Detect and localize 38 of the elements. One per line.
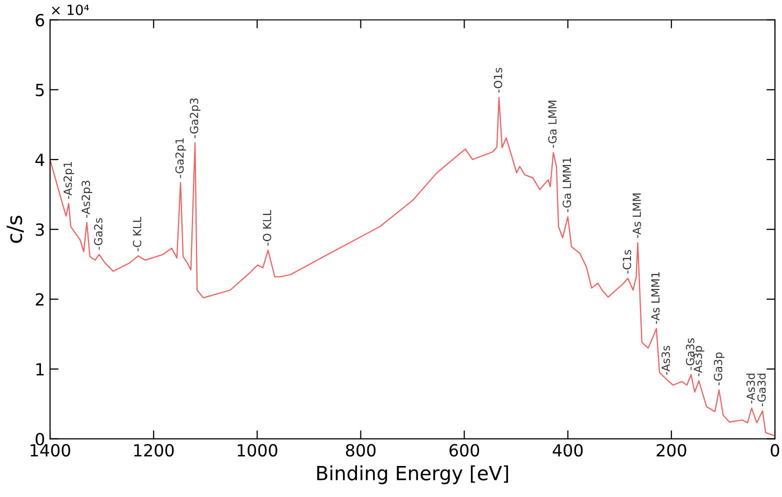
y-tick-label: 4 <box>35 154 44 166</box>
annotation: -As3p <box>694 346 704 376</box>
annotation: -As3s <box>662 346 670 375</box>
annotation: -As LMM <box>632 194 641 238</box>
y-tick-label: 0 <box>36 432 44 446</box>
line-series <box>50 96 774 436</box>
x-axis-title: Binding Energy [eV] <box>317 465 508 484</box>
y-tick-label: 5 <box>36 84 44 96</box>
annotation: -Ga3s <box>686 338 694 370</box>
annotation: -C1s <box>622 250 632 274</box>
x-tick-label: 1400 <box>30 444 70 457</box>
annotation: -Ga2p3 <box>190 98 200 138</box>
annotation: -Ga2p1 <box>175 138 186 178</box>
y-axis-title: c/s <box>6 216 24 243</box>
x-tick-label: 400 <box>552 444 583 457</box>
y-tick-label: 3 <box>36 223 44 236</box>
y-tick-label: 1 <box>36 363 44 376</box>
annotation: -Ga3d <box>757 374 766 406</box>
annotation: -As2p1 <box>64 162 74 199</box>
annotation: -As2p3 <box>82 180 92 218</box>
x-tick-label: 600 <box>450 444 480 457</box>
y-tick-label: 6 <box>36 14 44 26</box>
text: × 10⁴ <box>52 4 89 16</box>
x-tick-label: 1000 <box>238 444 278 457</box>
x-tick-label: 200 <box>656 444 686 457</box>
annotation: -Ga2s <box>94 218 102 250</box>
x-tick-label: 0 <box>770 444 780 457</box>
y-tick-label: 2 <box>36 293 44 306</box>
annotation: -As LMM1 <box>651 272 660 324</box>
annotation: -Ga3p <box>714 352 724 386</box>
annotation: -O KLL <box>262 210 272 246</box>
annotation: -Ga LMM1 <box>562 158 572 212</box>
x-tick-label: 1200 <box>134 444 174 457</box>
annotation: -As3d <box>746 374 755 404</box>
annotation: -Ga LMM <box>548 100 557 148</box>
annotation: -O1s <box>494 68 502 93</box>
annotation: -C KLL <box>132 216 142 252</box>
x-tick-label: 800 <box>346 444 376 457</box>
